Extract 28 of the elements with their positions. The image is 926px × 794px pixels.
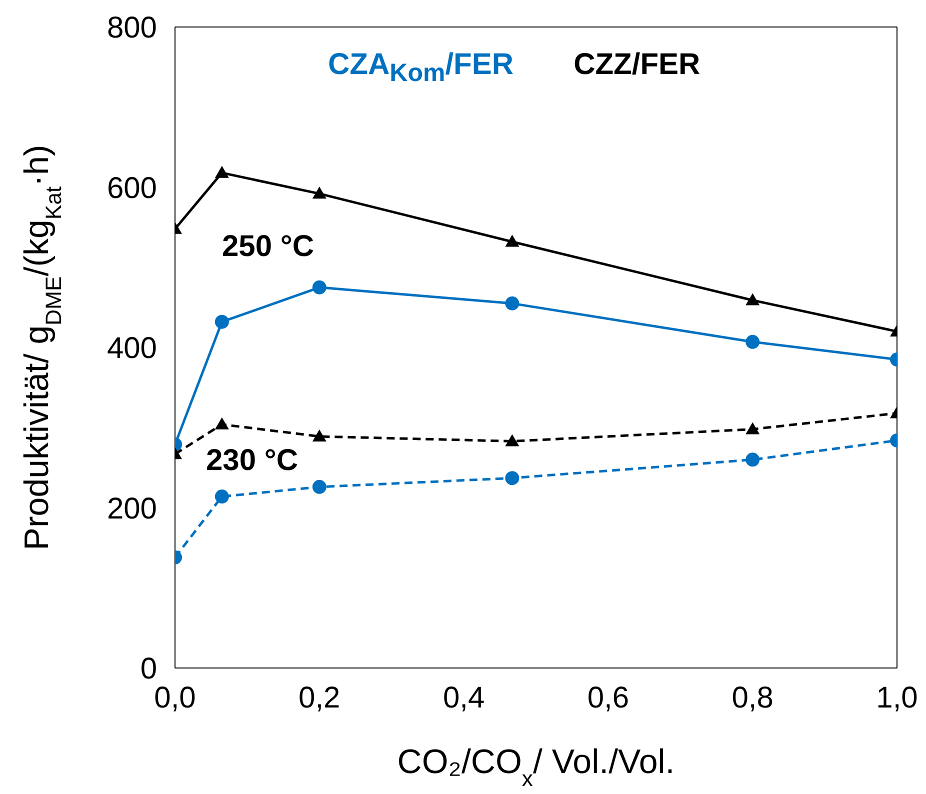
point [505, 471, 520, 486]
point [505, 234, 520, 247]
annotation: 250 °C [222, 230, 314, 264]
x-tick-label: 0,4 [442, 681, 485, 714]
y-tick-label: 200 [106, 492, 157, 526]
y-tick-label: 800 [106, 12, 157, 45]
point [214, 166, 229, 178]
x-axis-title: CO₂/CO$_{x}$/ Vol./Vol. [397, 743, 675, 790]
y-tick-label: 600 [106, 172, 157, 205]
x-tick-label: 0,8 [732, 681, 774, 714]
point [312, 480, 326, 494]
x-tick-label: 0,0 [154, 681, 196, 714]
point [312, 280, 326, 294]
x-tick-label: 1,0 [876, 681, 918, 714]
point [214, 490, 229, 504]
y-tick-label: 0 [140, 652, 157, 686]
annotation: 230 °C [206, 444, 298, 478]
point [214, 314, 229, 329]
text: CZZ/FER [574, 48, 700, 83]
x-tick-label: 0,2 [298, 681, 340, 714]
x-tick-label: 0,6 [587, 681, 630, 714]
y-tick-label: 400 [106, 332, 157, 366]
point [312, 429, 326, 442]
point [505, 434, 520, 446]
point [214, 417, 229, 430]
point [312, 186, 326, 199]
point [505, 296, 520, 310]
text: CZA$_{Kom}$/FER [328, 48, 514, 88]
